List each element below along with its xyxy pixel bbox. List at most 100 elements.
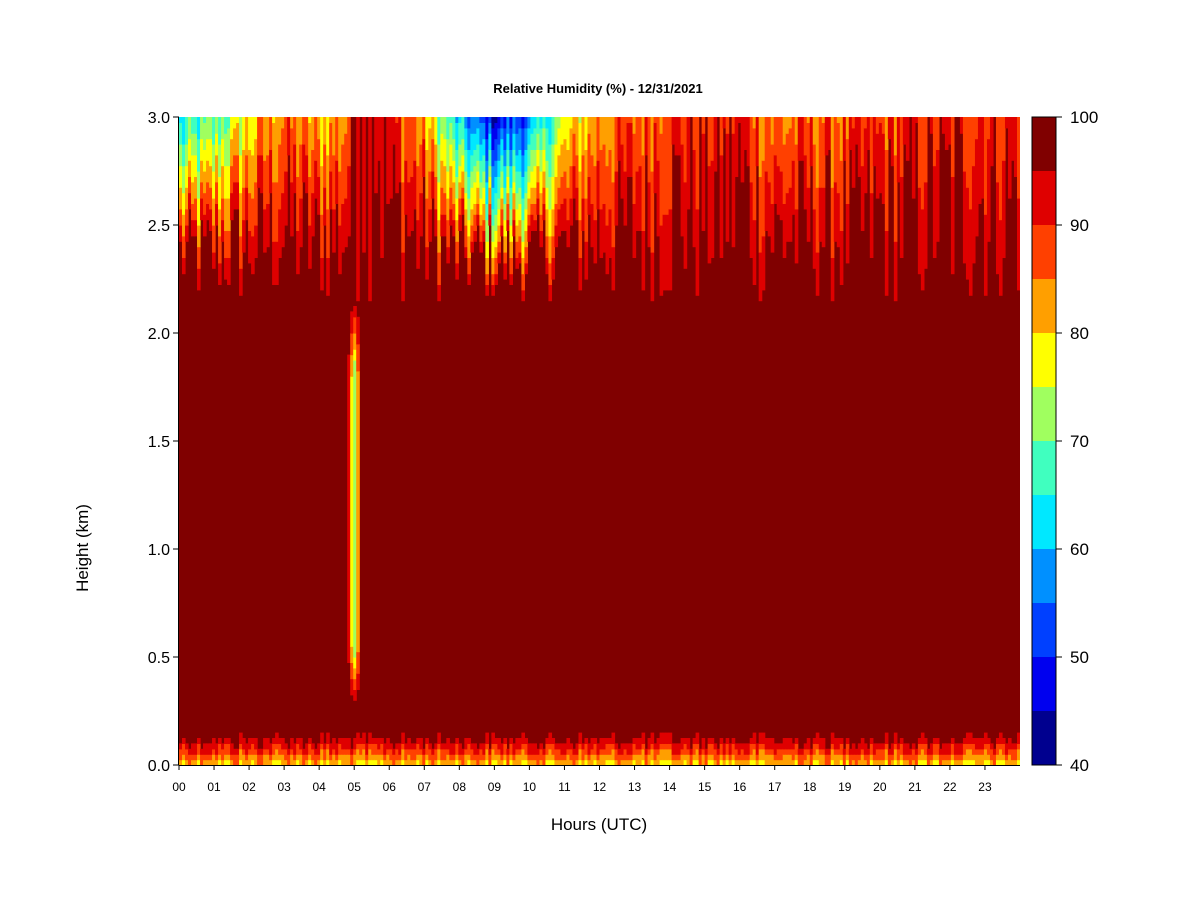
- heatmap-cell: [755, 754, 760, 761]
- heatmap-cell: [533, 219, 538, 231]
- heatmap-cell: [251, 759, 255, 765]
- heatmap-cell: [440, 759, 444, 765]
- heatmap-cell: [959, 754, 964, 761]
- heatmap-cell: [986, 138, 991, 242]
- heatmap-cell: [194, 154, 198, 177]
- heatmap-cell: [650, 171, 655, 253]
- heatmap-cell: [269, 754, 273, 761]
- heatmap-cell: [494, 214, 498, 231]
- heatmap-cell: [1001, 738, 1006, 744]
- heatmap-cell: [254, 738, 258, 750]
- heatmap-cell: [563, 198, 568, 231]
- heatmap-cell: [956, 743, 961, 755]
- heatmap-cell: [770, 738, 775, 750]
- heatmap-cell: [788, 748, 793, 755]
- heatmap-cell: [236, 122, 240, 156]
- heatmap-cell: [623, 171, 628, 226]
- heatmap-cell: [410, 176, 414, 231]
- heatmap-cell: [335, 117, 339, 161]
- heatmap-cell: [458, 198, 462, 215]
- heatmap-cell: [563, 754, 568, 761]
- heatmap-cell: [311, 149, 315, 194]
- heatmap-cell: [833, 738, 838, 750]
- heatmap-cell: [713, 743, 718, 750]
- heatmap-cell: [830, 187, 835, 258]
- heatmap-cell: [449, 117, 453, 123]
- heatmap-cell: [581, 743, 586, 750]
- heatmap-cell: [494, 273, 498, 285]
- heatmap-cell: [269, 759, 273, 765]
- heatmap-cell: [386, 738, 390, 750]
- heatmap-cell: [503, 187, 507, 204]
- heatmap-cell: [395, 759, 399, 765]
- heatmap-cell: [659, 117, 664, 134]
- heatmap-cell: [467, 257, 471, 275]
- colorbar-band: [1032, 495, 1056, 549]
- heatmap-cell: [683, 181, 688, 269]
- heatmap-cell: [206, 743, 210, 755]
- heatmap-cell: [599, 208, 604, 258]
- heatmap-cell: [518, 219, 522, 237]
- heatmap-cell: [218, 738, 222, 744]
- heatmap-cell: [824, 748, 829, 755]
- heatmap-cell: [677, 759, 682, 765]
- heatmap-cell: [650, 732, 655, 744]
- heatmap-cell: [683, 759, 688, 765]
- heatmap-cell: [785, 748, 790, 755]
- heatmap-cell: [917, 754, 922, 761]
- heatmap-cell: [527, 144, 532, 167]
- heatmap-cell: [749, 181, 754, 258]
- heatmap-cell: [605, 165, 610, 226]
- heatmap-cell: [824, 754, 829, 765]
- heatmap-cell: [341, 203, 345, 253]
- heatmap-cell: [947, 117, 952, 145]
- heatmap-cell: [269, 743, 273, 755]
- colorbar-tick-label: 70: [1070, 432, 1089, 451]
- heatmap-cell: [779, 748, 784, 761]
- heatmap-cell: [605, 738, 610, 744]
- heatmap-cell: [368, 743, 372, 750]
- heatmap-cell: [317, 754, 321, 761]
- heatmap-cell: [734, 759, 739, 765]
- heatmap-cell: [491, 273, 495, 285]
- heatmap-cell: [548, 284, 553, 302]
- heatmap-cell: [551, 235, 556, 258]
- heatmap-cell: [962, 754, 967, 761]
- heatmap-cell: [722, 743, 727, 755]
- heatmap-cell: [194, 754, 198, 761]
- heatmap-cell: [983, 214, 988, 296]
- heatmap-cell: [605, 225, 610, 275]
- heatmap-cell: [497, 738, 501, 750]
- heatmap-cell: [473, 759, 477, 765]
- heatmap-cell: [488, 117, 492, 123]
- heatmap-cell: [464, 246, 468, 258]
- heatmap-cell: [203, 149, 207, 172]
- heatmap-cell: [377, 754, 381, 765]
- heatmap-cell: [962, 171, 967, 264]
- heatmap-cell: [182, 214, 186, 237]
- heatmap-cell: [212, 748, 216, 755]
- heatmap-cell: [950, 117, 955, 177]
- heatmap-cell: [344, 133, 348, 199]
- heatmap-cell: [674, 117, 679, 156]
- heatmap-cell: [230, 754, 234, 761]
- heatmap-cell: [857, 117, 862, 177]
- heatmap-cell: [617, 117, 622, 161]
- heatmap-cell: [434, 208, 438, 237]
- heatmap-cell: [200, 198, 204, 221]
- heatmap-cell: [479, 743, 483, 750]
- heatmap-cell: [218, 754, 222, 761]
- heatmap-cell: [224, 754, 228, 761]
- heatmap-cell: [776, 748, 781, 761]
- heatmap-cell: [248, 754, 252, 765]
- heatmap-cell: [968, 759, 973, 765]
- heatmap-cell: [536, 754, 541, 765]
- heatmap-cell: [335, 759, 339, 765]
- heatmap-cell: [632, 743, 637, 755]
- heatmap-cell: [308, 738, 312, 744]
- heatmap-cell: [719, 759, 724, 765]
- heatmap-cell: [233, 154, 237, 183]
- heatmap-cell: [479, 225, 483, 242]
- heatmap-cell: [467, 754, 471, 761]
